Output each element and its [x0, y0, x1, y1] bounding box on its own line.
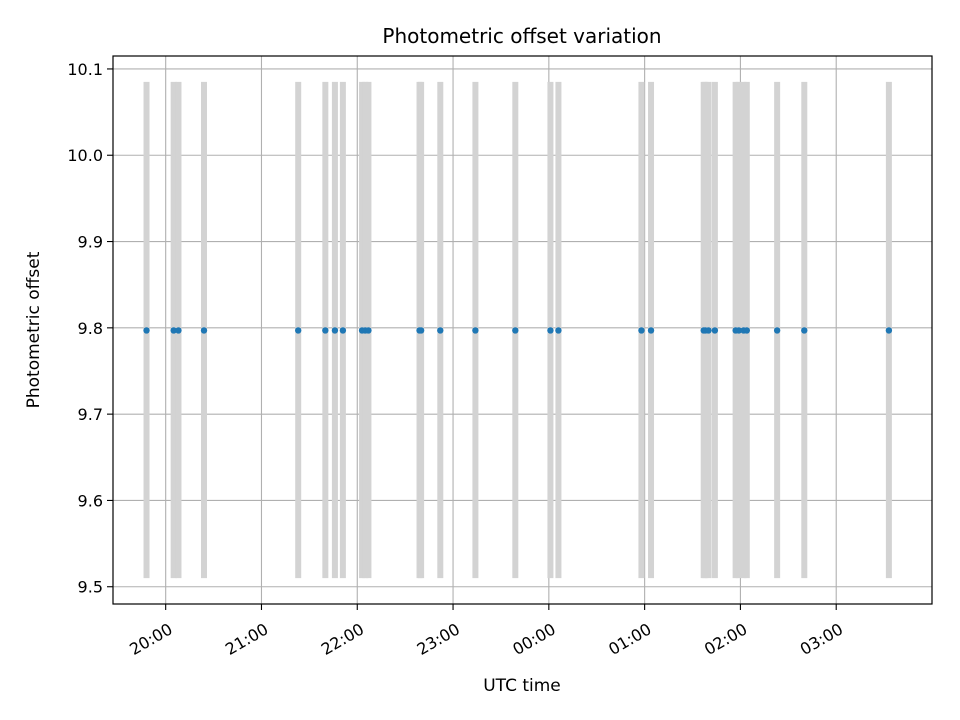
data-point [555, 327, 562, 334]
data-point [711, 327, 719, 334]
data-point [743, 327, 751, 334]
data-point [512, 327, 519, 334]
data-point [294, 327, 302, 334]
data-point [547, 327, 554, 334]
data-point [365, 327, 372, 334]
data-point [175, 327, 182, 334]
y-tick-label: 10.0 [67, 146, 103, 165]
y-tick-label: 9.7 [78, 405, 103, 424]
data-point [322, 327, 329, 334]
y-tick-label: 10.1 [67, 60, 103, 79]
data-point [143, 327, 150, 334]
data-point [735, 327, 743, 334]
data-point [773, 327, 781, 334]
data-point [417, 327, 425, 334]
y-axis-label: Photometric offset [24, 251, 44, 408]
plot-frame [112, 55, 933, 605]
data-point [705, 327, 712, 334]
data-point [200, 327, 208, 334]
data-point [437, 327, 444, 334]
data-point [170, 327, 177, 334]
data-point [647, 327, 655, 334]
data-point [472, 327, 479, 334]
data-point [638, 327, 645, 334]
y-tick-label: 9.8 [78, 319, 103, 338]
y-axis: 9.5 9.6 9.7 9.8 9.9 10.0 10.1 [67, 60, 113, 597]
grid [113, 56, 932, 604]
y-tick-label: 9.5 [78, 578, 103, 597]
x-axis-label: UTC time [483, 676, 561, 696]
data-points [143, 327, 893, 334]
chart-title: Photometric offset variation [382, 24, 661, 48]
y-tick-label: 9.9 [78, 233, 103, 252]
data-point [331, 327, 339, 334]
data-point [801, 327, 808, 334]
y-tick-label: 9.6 [78, 491, 103, 510]
data-point [339, 327, 347, 334]
data-point [885, 327, 893, 334]
